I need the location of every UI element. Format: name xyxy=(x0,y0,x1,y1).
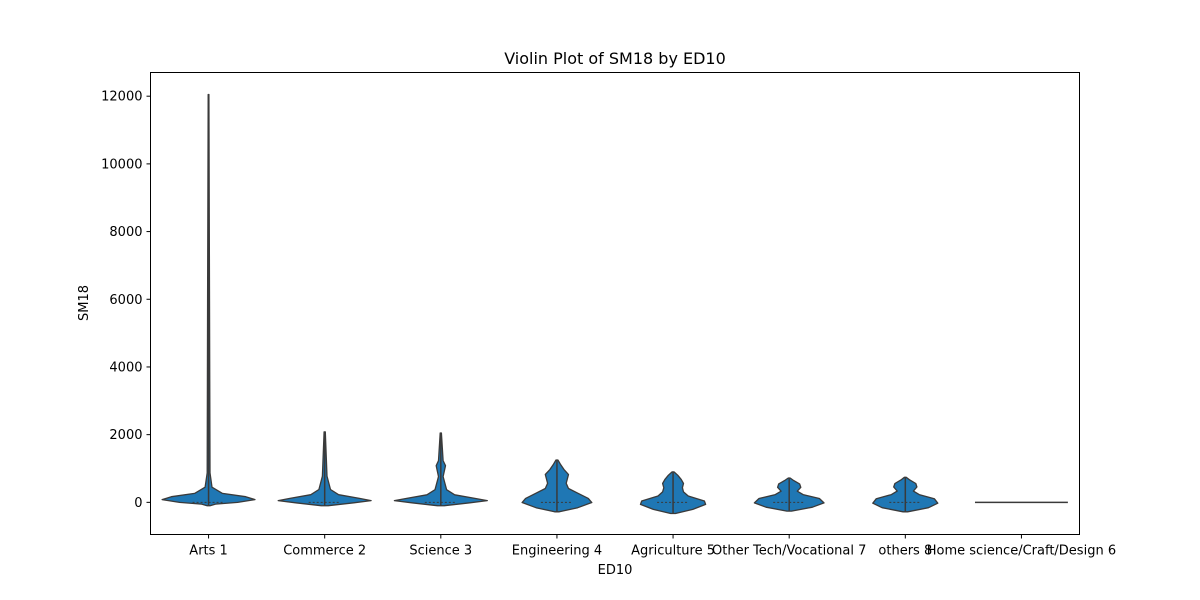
violin-group-3 xyxy=(521,459,593,513)
x-tick-label-1: Commerce 2 xyxy=(283,544,366,559)
violin-group-5 xyxy=(753,477,825,512)
y-tick-label-10000: 10000 xyxy=(101,157,142,172)
y-tick-label-12000: 12000 xyxy=(101,90,142,105)
x-tick-label-5: Other Tech/Vocational 7 xyxy=(712,544,866,559)
violins-layer xyxy=(161,93,1068,515)
plot-frame xyxy=(150,72,1080,535)
x-tick-label-6: others 8 xyxy=(878,544,932,559)
y-tick-label-0: 0 xyxy=(134,496,142,511)
chart-title: Violin Plot of SM18 by ED10 xyxy=(504,49,726,68)
y-tick-label-4000: 4000 xyxy=(109,360,142,375)
violin-group-1 xyxy=(277,431,372,507)
x-axis-label: ED10 xyxy=(598,563,633,578)
x-tick-label-4: Agriculture 5 xyxy=(631,544,715,559)
y-tick-label-6000: 6000 xyxy=(109,293,142,308)
x-tick-label-2: Science 3 xyxy=(409,544,472,559)
x-tick-label-7: Home science/Craft/Design 6 xyxy=(927,544,1116,559)
violin-group-4 xyxy=(639,471,707,515)
x-tick-label-3: Engineering 4 xyxy=(512,544,602,559)
x-axis: Arts 1 Commerce 2 Science 3 Engineering 4 Ag… xyxy=(189,534,1116,559)
violin-group-2 xyxy=(393,432,488,507)
violin-group-6 xyxy=(872,476,939,513)
y-axis: 0 2000 4000 6000 8000 10000 12000 xyxy=(101,90,151,511)
violin-group-0 xyxy=(161,93,256,507)
y-tick-label-2000: 2000 xyxy=(109,428,142,443)
y-axis-label: SM18 xyxy=(77,285,92,321)
x-tick-label-0: Arts 1 xyxy=(189,544,228,559)
y-tick-label-8000: 8000 xyxy=(109,225,142,240)
